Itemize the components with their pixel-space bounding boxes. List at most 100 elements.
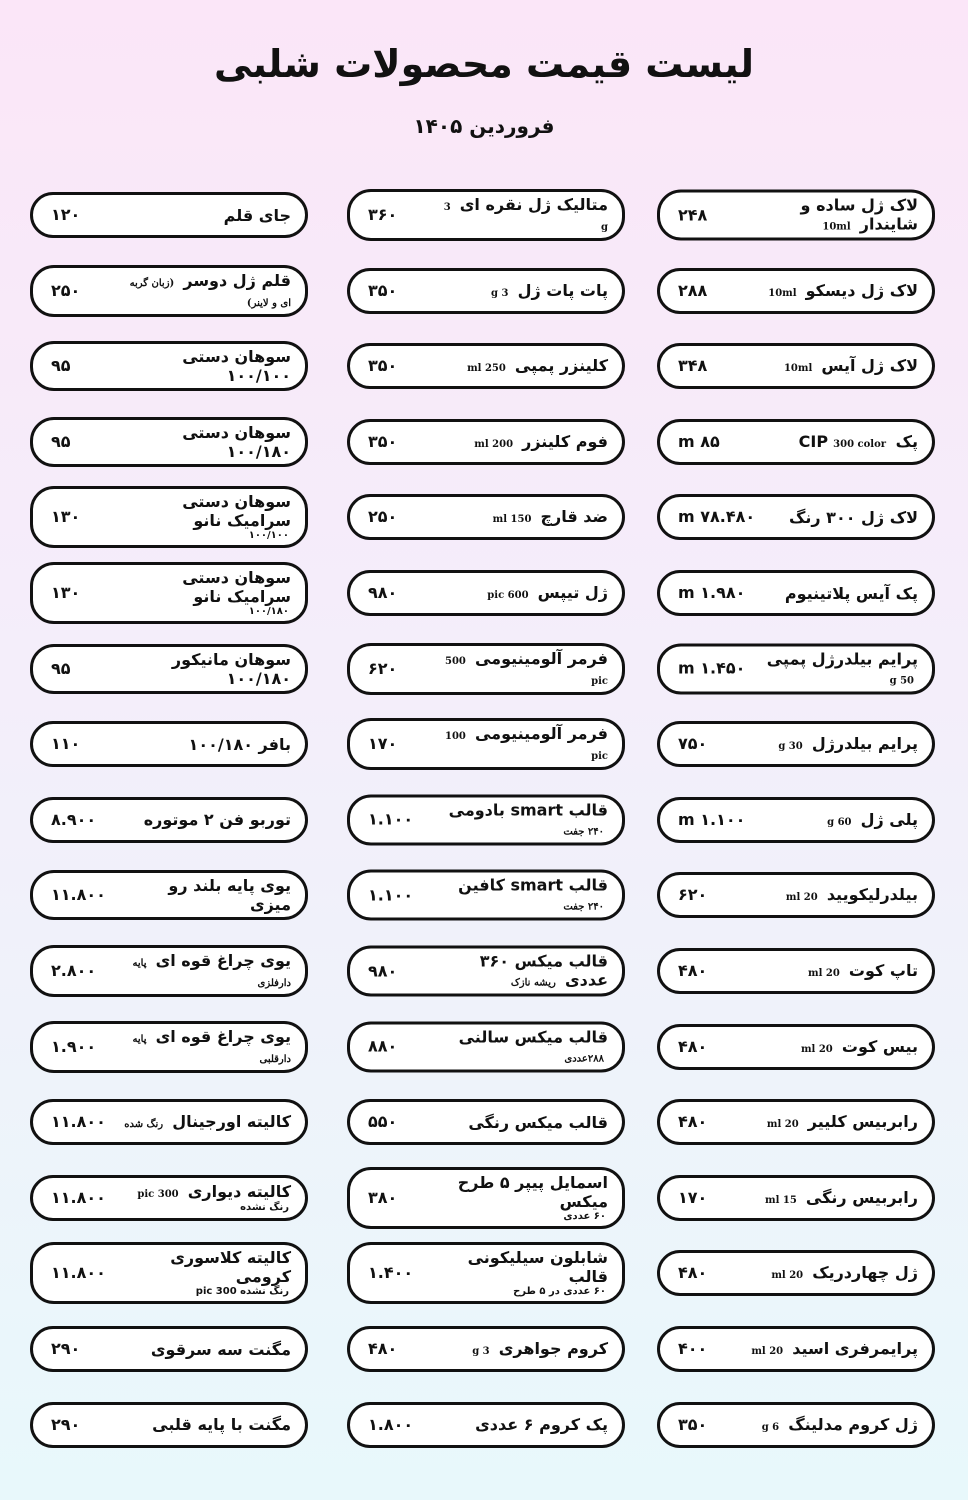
item-name: بافر ۱۰۰/۱۸۰ xyxy=(188,734,291,754)
price-item: ضد قارچ 150 ml ۲۵۰ xyxy=(347,494,625,541)
item-price: ۴۸۰ xyxy=(678,1263,708,1283)
item-price: ۴۸۰ xyxy=(678,961,708,980)
item-spec: 200 ml xyxy=(474,438,514,450)
item-name: پلی ژل xyxy=(860,809,918,829)
item-price: ۴۰۰ xyxy=(678,1339,708,1358)
item-spec: ۲۴۰ جفت xyxy=(563,901,604,913)
item-label: قالب میکس ۳۶۰ عددی ریشه نازک xyxy=(434,949,622,994)
item-price: ۳۵۰ xyxy=(368,356,398,376)
item-name: بیس کوت xyxy=(841,1036,918,1056)
price-item: بیلدرلیکویید 20 ml ۶۲۰ xyxy=(657,872,935,919)
item-name: پات پات ژل xyxy=(517,280,608,300)
item-price: ۹۵ xyxy=(51,356,71,376)
item-price: ۳۵۰ xyxy=(678,1414,708,1434)
page-subtitle: فروردین ۱۴۰۵ xyxy=(413,114,555,138)
item-name: قلم ژل دوسر xyxy=(183,270,291,290)
item-label: قالب میکس سالنی ۲۸۸عددی xyxy=(434,1024,622,1069)
price-item: سوهان دستی سرامیک نانو ۱۰۰/۱۸۰ ۱۳۰ xyxy=(30,562,308,624)
item-name: قالب میکس ۳۶۰ عددی xyxy=(479,951,608,990)
item-price: ۴۸۰ xyxy=(678,1112,708,1132)
item-label: مگنت سه سرقوی xyxy=(117,1337,305,1362)
item-name: لاک ژل ساده و شایندار xyxy=(800,195,918,234)
item-label: تاپ کوت 20 ml xyxy=(744,958,932,984)
price-item: ژل کروم مدلینگ 6 g ۳۵۰ xyxy=(657,1401,935,1448)
item-label: لاک ژل ساده و شایندار 10ml xyxy=(744,193,932,238)
item-price: ۳۶۰ xyxy=(368,205,398,224)
item-spec: 10ml xyxy=(822,221,851,233)
item-label: پلی ژل 60 g xyxy=(749,807,932,833)
item-price: ۲۹۰ xyxy=(51,1414,81,1434)
price-item: لاک ژل دیسکو 10ml ۲۸۸ xyxy=(657,267,935,314)
item-spec: 300 pic xyxy=(137,1188,179,1200)
item-spec: 20 ml xyxy=(751,1346,784,1357)
item-name: سوهان دستی سرامیک نانو xyxy=(182,492,291,531)
item-label: توربو فن ۲ موتوره xyxy=(117,807,305,832)
item-name: فرمر آلومینیومی xyxy=(474,724,608,744)
item-name: ژل کروم مدلینگ xyxy=(788,1414,918,1434)
item-price: ۸۸۰ xyxy=(368,1036,398,1056)
item-price: ۹۸۰ xyxy=(368,583,398,602)
item-name: قالب smart بادومی xyxy=(448,800,608,820)
price-item: قالب میکس رنگی ۵۵۰ xyxy=(347,1099,625,1146)
item-price: ۹۵ xyxy=(51,658,71,678)
item-subtext: رنگ نشده xyxy=(240,1201,289,1213)
item-spec: 20 ml xyxy=(766,1119,799,1131)
item-label: فرمر آلومینیومی 100 pic xyxy=(434,721,622,767)
price-item: سوهان دستی ۱۰۰/۱۰۰ ۹۵ xyxy=(30,341,308,392)
item-label: فوم کلینزر 200 ml xyxy=(434,429,622,455)
item-price: ۹۸۰ xyxy=(368,961,398,980)
price-item: سوهان دستی سرامیک نانو ۱۰۰/۱۰۰ ۱۳۰ xyxy=(30,486,308,549)
item-label: سوهان دستی ۱۰۰/۱۰۰ xyxy=(117,344,305,388)
item-price: ۶۲۰ xyxy=(678,885,708,905)
item-label: متالیک ژل نقره ای 3 g xyxy=(434,192,622,238)
item-price: ۴۸۰ xyxy=(678,1036,708,1056)
item-name: لاک ژل دیسکو xyxy=(805,280,918,300)
item-label: سوهان دستی ۱۰۰/۱۸۰ xyxy=(117,420,305,464)
price-item: ژل تیپس 600 pic ۹۸۰ xyxy=(347,570,625,616)
item-name: پرایمرفری اسید xyxy=(792,1339,918,1358)
item-spec: 20 ml xyxy=(808,968,840,979)
item-price: ۳۵۰ xyxy=(368,431,398,451)
item-name: پک آیس پلاتینیوم xyxy=(784,583,918,603)
price-item: مگنت سه سرقوی ۲۹۰ xyxy=(30,1326,308,1372)
item-price: ۹۵ xyxy=(51,431,71,451)
item-spec: 20 ml xyxy=(785,892,818,904)
item-label: کالیته اورجینال رنگ شده xyxy=(117,1109,305,1135)
item-name: پرایم بیلدرژل xyxy=(811,734,918,754)
price-item: پرایمرفری اسید 20 ml ۴۰۰ xyxy=(657,1326,935,1372)
item-price: ۳۴۸ xyxy=(678,356,708,376)
item-spec: 20 ml xyxy=(771,1270,804,1282)
item-spec: 20 ml xyxy=(800,1043,833,1055)
item-label: لاک ژل دیسکو 10ml xyxy=(744,278,932,304)
item-label: ژل تیپس 600 pic xyxy=(434,580,622,606)
item-label: رابربیس کلییر 20 ml xyxy=(744,1109,932,1135)
item-price: ۱.۴۵۰ m xyxy=(678,658,746,678)
item-name: کلینزر پمپی xyxy=(514,356,608,376)
item-price: ۱۷۰ xyxy=(368,734,398,754)
item-price: ۱۱.۸۰۰ xyxy=(51,885,106,905)
item-name: یوی پایه بلند رو میزی xyxy=(168,876,291,915)
price-item: کالیته کلاسوری کرومی رنگ نشده 300 pic ۱۱.۸… xyxy=(30,1242,308,1305)
item-label: کروم جواهری 3 g xyxy=(434,1336,622,1362)
item-name: اسمایل پیپر ۵ طرح میکس xyxy=(457,1172,608,1211)
price-item: بیس کوت 20 ml ۴۸۰ xyxy=(657,1023,935,1070)
item-spec: 15 ml xyxy=(765,1194,797,1206)
item-label: پرایم بیلدرژل 30 g xyxy=(744,731,932,757)
price-item: لاک ژل ساده و شایندار 10ml ۲۴۸ xyxy=(657,189,935,241)
item-price: ۲۹۰ xyxy=(51,1339,81,1358)
item-price: ۴۸۰ xyxy=(368,1339,398,1358)
price-item: کالیته اورجینال رنگ شده ۱۱.۸۰۰ xyxy=(30,1099,308,1146)
item-name: بیلدرلیکویید xyxy=(826,885,918,905)
item-label: مگنت با پایه قلبی xyxy=(117,1412,305,1437)
item-label: ضد قارچ 150 ml xyxy=(434,504,622,530)
item-label: رابربیس رنگی 15 ml xyxy=(744,1185,932,1211)
price-item: پرایم بیلدرژل پمپی 50 g ۱.۴۵۰ m xyxy=(657,643,935,695)
item-label: بیلدرلیکویید 20 ml xyxy=(744,882,932,908)
item-price: ۷۵۰ xyxy=(678,734,708,754)
item-name: پرایم بیلدرژل پمپی xyxy=(766,649,918,669)
item-price: ۱۱.۸۰۰ xyxy=(51,1112,106,1132)
price-item: قلم ژل دوسر (زبان گربه ای و لاینر) ۲۵۰ xyxy=(30,264,308,317)
item-name: قالب smart کافین xyxy=(458,875,608,895)
item-price: ۱.۱۰۰ xyxy=(368,809,414,829)
price-item: کالیته دیواری 300 pic رنگ نشده ۱۱.۸۰۰ xyxy=(30,1174,308,1221)
